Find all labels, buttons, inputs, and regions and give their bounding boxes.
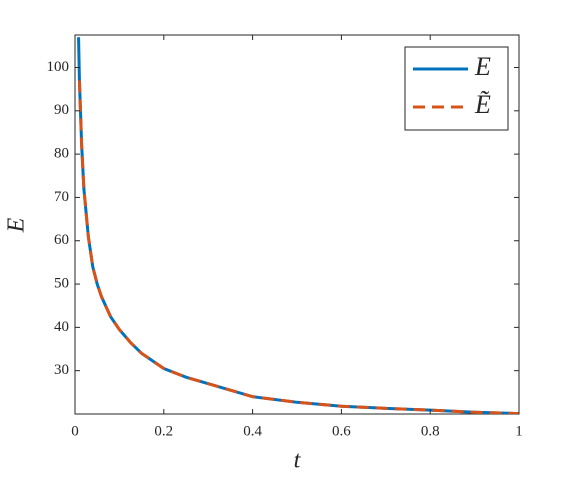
y-tick-label: 90 (54, 102, 69, 118)
y-tick-label: 30 (54, 362, 69, 378)
y-tick-label: 60 (54, 232, 69, 248)
x-tick-label: 0 (71, 423, 79, 439)
y-tick-label: 100 (47, 59, 70, 75)
x-tick-label: 0.8 (421, 423, 440, 439)
y-axis-label: E (4, 217, 30, 233)
x-tick-label: 0.6 (332, 423, 351, 439)
x-tick-label: 0.2 (154, 423, 173, 439)
x-tick-label: 1 (515, 423, 523, 439)
y-tick-label: 80 (54, 146, 69, 162)
y-tick-label: 50 (54, 275, 69, 291)
legend-label: Ẽ (474, 90, 491, 119)
legend-label: E (474, 52, 491, 81)
y-tick-label: 40 (54, 319, 69, 335)
legend-box (404, 46, 509, 131)
x-tick-label: 0.4 (243, 423, 262, 439)
x-axis-label: t (294, 448, 302, 474)
y-tick-label: 70 (54, 189, 69, 205)
plot-lines (77, 37, 519, 414)
data-line (77, 80, 519, 414)
